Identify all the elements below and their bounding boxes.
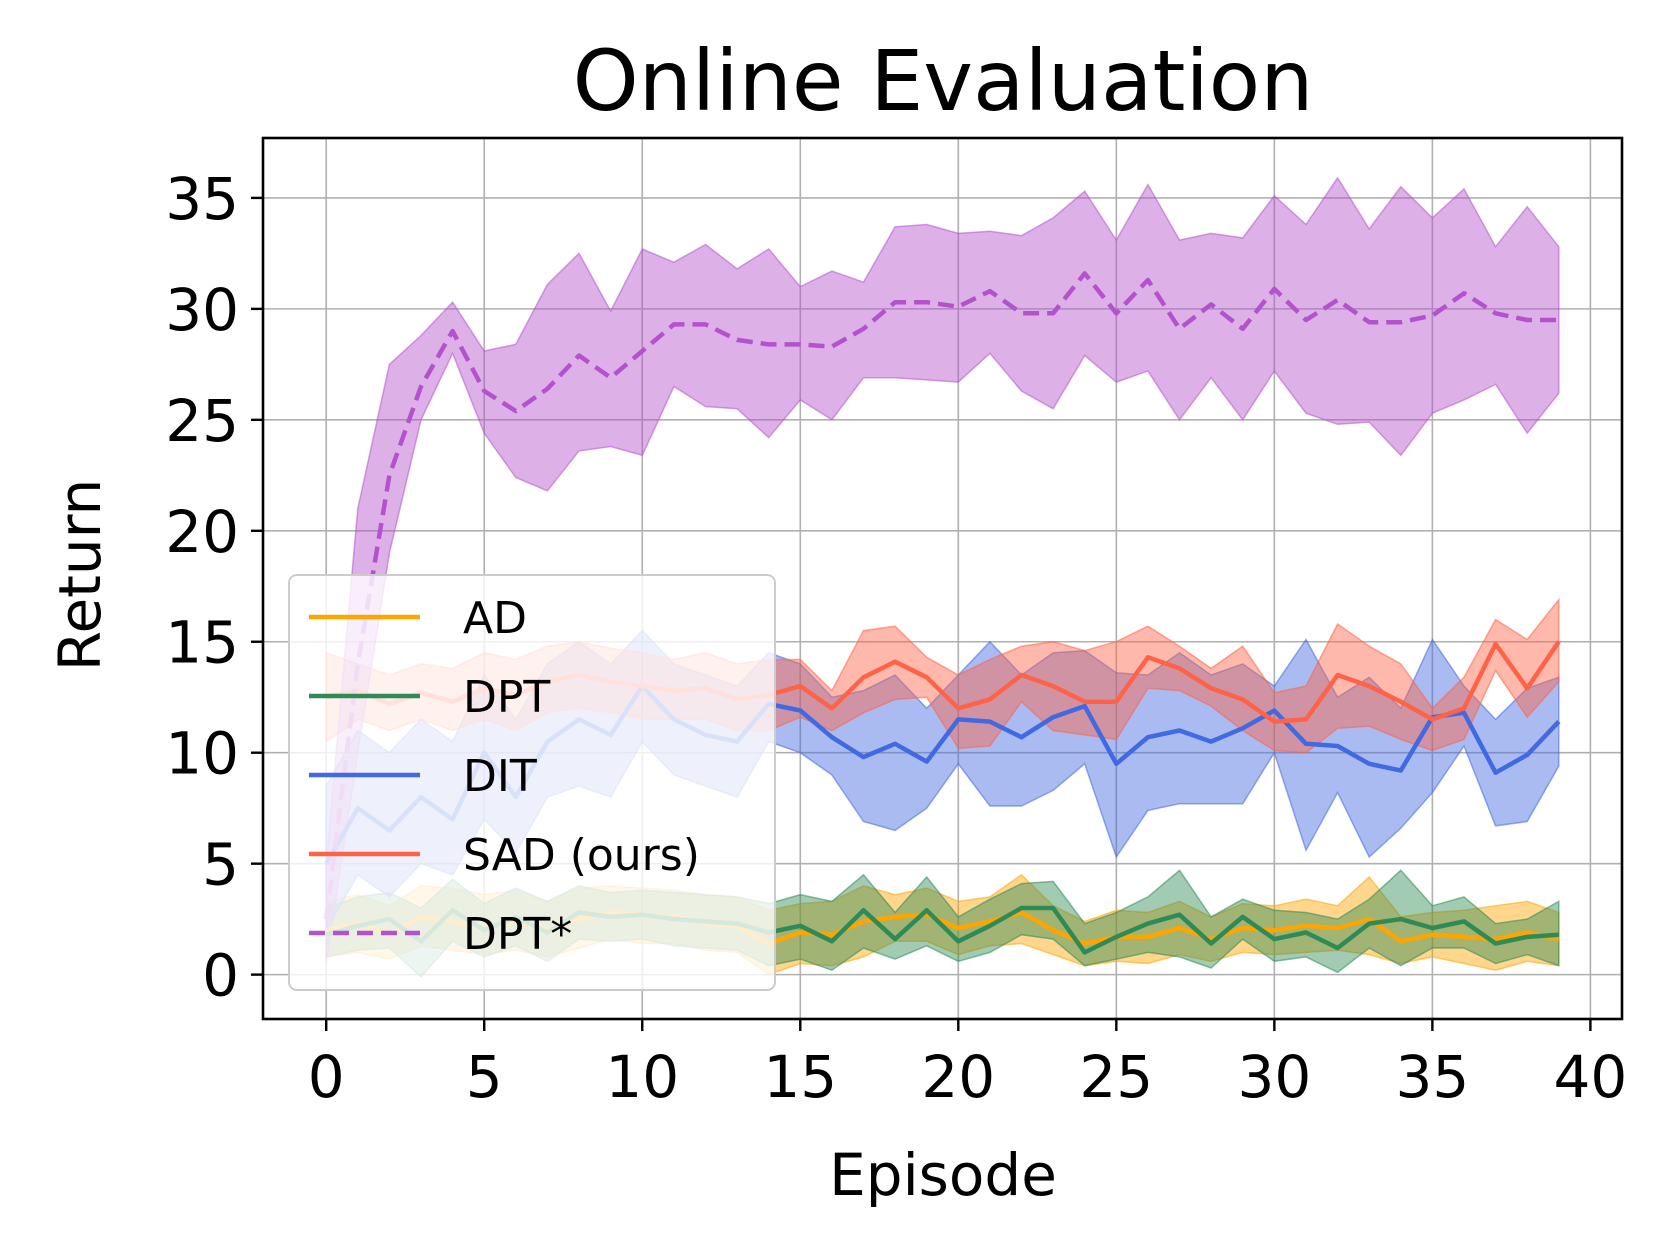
dpt-star-line (323, 271, 1559, 920)
legend-label-ad: AD (463, 593, 527, 644)
y-tick-label: 30 (165, 276, 239, 344)
y-tick-label: 20 (165, 498, 239, 566)
x-tick-label: 25 (1079, 1043, 1153, 1111)
x-tick-label: 15 (763, 1043, 837, 1111)
y-tick-label: 10 (165, 720, 239, 788)
legend-label-dit: DIT (463, 751, 537, 802)
legend-label-sad-ours: SAD (ours) (463, 830, 700, 881)
x-tick-label: 35 (1395, 1043, 1469, 1111)
x-tick-label: 30 (1237, 1043, 1311, 1111)
x-tick-label: 10 (605, 1043, 679, 1111)
legend: AD DPT DIT SAD (ours) DPT* (288, 574, 776, 991)
legend-label-dpt: DPT (463, 672, 550, 723)
x-tick-label: 20 (921, 1043, 995, 1111)
y-tick-label: 5 (202, 831, 239, 899)
y-tick-label: 0 (202, 942, 239, 1010)
y-tick-label: 25 (165, 387, 239, 455)
x-axis-label: Episode (829, 1141, 1057, 1209)
chart-title: Online Evaluation (573, 32, 1314, 130)
dpt-star-confidence-band (325, 176, 1560, 964)
x-tick-label: 5 (466, 1043, 503, 1111)
y-tick-label: 35 (165, 165, 239, 233)
axis-ticks: 0 5 10 15 20 25 30 35 40 0 5 10 15 20 25 30 35 (165, 165, 1627, 1111)
y-axis-label: Return (46, 479, 114, 671)
legend-label-dpt-star: DPT* (463, 909, 572, 960)
y-tick-label: 15 (165, 609, 239, 677)
legend-box (288, 574, 776, 991)
plot-area-frame (261, 136, 1624, 1021)
x-tick-label: 40 (1553, 1043, 1627, 1111)
x-tick-label: 0 (308, 1043, 345, 1111)
